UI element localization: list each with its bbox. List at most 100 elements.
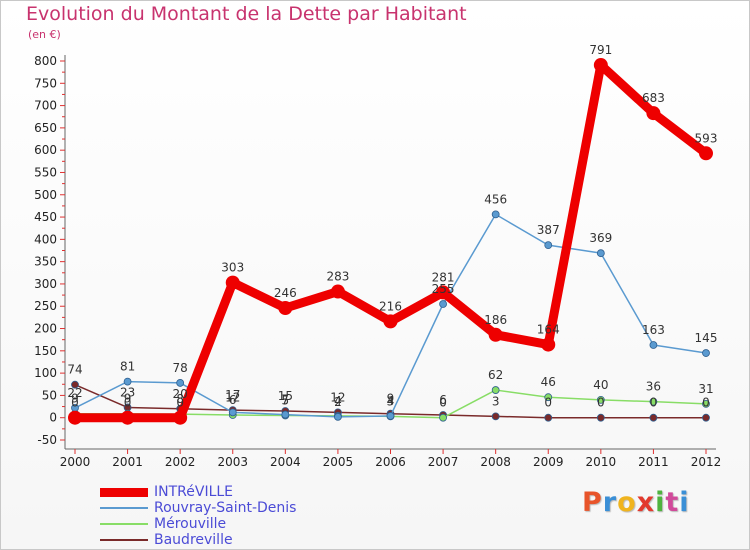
data-label: 145 [695, 331, 718, 345]
y-tick-label: 250 [34, 299, 57, 313]
data-label: 46 [541, 375, 556, 389]
data-label: 0 [597, 396, 605, 410]
data-label: 20 [173, 387, 188, 401]
x-tick-label: 2010 [586, 455, 617, 469]
data-point [699, 146, 713, 161]
y-tick-label: 300 [34, 277, 57, 291]
x-tick-label: 2003 [217, 455, 248, 469]
data-label: 9 [71, 392, 79, 406]
data-label: 9 [124, 392, 132, 406]
data-point [702, 399, 710, 408]
y-tick-label: 600 [34, 143, 57, 157]
data-point [278, 301, 293, 316]
legend-label: Rouvray-Saint-Denis [154, 500, 297, 516]
proxiti-logo: Proxiti [582, 487, 690, 518]
y-tick-label: 800 [34, 54, 57, 68]
data-point [334, 412, 342, 421]
y-tick-label: 450 [34, 210, 57, 224]
data-label: 0 [71, 396, 79, 410]
data-label: 3 [492, 394, 500, 408]
x-tick-label: 2011 [638, 455, 669, 469]
data-label: 62 [488, 368, 503, 382]
data-label: 0 [702, 396, 710, 410]
data-label: 17 [225, 388, 240, 402]
data-label: 5 [282, 393, 290, 407]
y-tick-label: 650 [34, 121, 57, 135]
legend-item: Baudreville [100, 532, 296, 548]
data-point [71, 380, 79, 389]
data-point [702, 413, 710, 422]
data-label: 81 [120, 360, 135, 374]
data-label: 4 [387, 394, 395, 408]
data-label: 9 [387, 392, 395, 406]
data-point [123, 377, 132, 386]
data-label: 2 [334, 395, 342, 409]
data-label: 456 [484, 192, 507, 206]
chart-title: Evolution du Montant de la Dette par Hab… [26, 3, 467, 25]
data-label: 593 [695, 131, 718, 145]
data-label: 0 [650, 396, 658, 410]
data-point [436, 285, 451, 300]
data-label: 791 [589, 43, 612, 57]
y-tick-label: 50 [42, 388, 57, 402]
data-point [225, 275, 240, 290]
data-label: 163 [642, 323, 665, 337]
data-point [649, 341, 658, 349]
data-label: 216 [379, 299, 402, 313]
data-label: 12 [330, 390, 345, 404]
series-intr-ville [68, 58, 713, 425]
data-label: 387 [537, 223, 560, 237]
x-tick-label: 2001 [112, 455, 143, 469]
y-tick-label: -50 [37, 433, 57, 447]
y-tick-label: 400 [34, 232, 57, 246]
data-label: 186 [484, 313, 507, 327]
data-point [68, 410, 82, 425]
data-label: 6 [439, 393, 447, 407]
data-point [593, 58, 608, 73]
data-label: 8 [176, 392, 184, 406]
y-tick-label: 750 [34, 76, 57, 90]
data-point [386, 412, 395, 420]
data-point [491, 412, 500, 421]
data-point [596, 413, 605, 422]
data-label: 255 [432, 282, 455, 296]
legend-swatch [100, 539, 148, 541]
data-point [541, 337, 556, 352]
data-label: 164 [537, 323, 560, 337]
data-label: 246 [274, 286, 297, 300]
data-point [491, 386, 500, 394]
data-label: 0 [124, 396, 132, 410]
logo-letter: i [679, 487, 690, 518]
logo-letter: o [617, 487, 637, 518]
data-point [330, 284, 345, 299]
x-tick-label: 2006 [375, 455, 406, 469]
data-point [544, 241, 553, 250]
data-label: 40 [593, 378, 608, 392]
logo-letter: r [602, 487, 618, 518]
data-label: 23 [120, 385, 135, 399]
data-label: 369 [589, 231, 612, 245]
data-point [120, 410, 135, 425]
data-label: 0 [439, 396, 447, 410]
data-label: 3 [387, 394, 395, 408]
data-point [439, 300, 447, 308]
data-point [649, 413, 658, 422]
y-tick-label: 100 [34, 366, 57, 380]
data-label: 303 [221, 261, 244, 275]
data-label: 283 [326, 270, 349, 284]
data-label: 12 [225, 390, 240, 404]
data-point [596, 395, 605, 404]
x-tick-label: 2008 [480, 455, 511, 469]
data-label: 6 [229, 393, 237, 407]
logo-letter: i [655, 487, 666, 518]
chart-subtitle: (en €) [28, 28, 61, 41]
data-point [176, 379, 185, 387]
legend-swatch [100, 523, 148, 525]
data-point [439, 413, 447, 422]
data-point [228, 408, 237, 417]
y-tick-label: 700 [34, 99, 57, 113]
x-tick-label: 2005 [323, 455, 354, 469]
logo-letter: P [582, 487, 603, 518]
y-tick-label: 150 [34, 344, 57, 358]
